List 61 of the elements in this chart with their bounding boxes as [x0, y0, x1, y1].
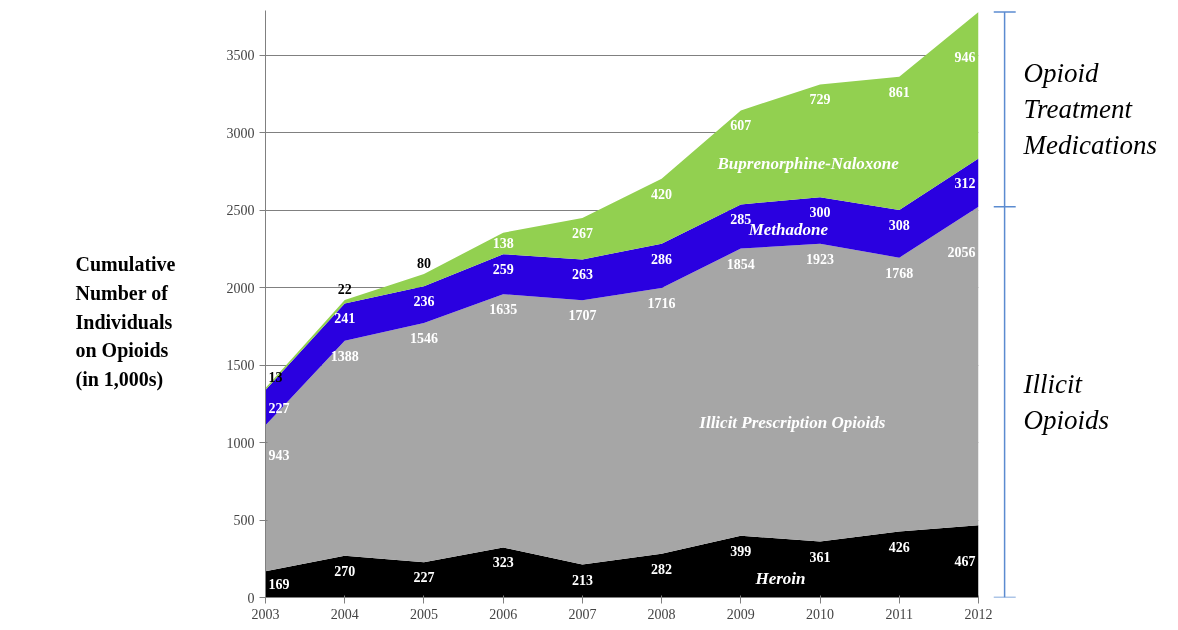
y-axis-title: Cumulative Number of Individuals on Opioids (in 1,000s) [75, 253, 176, 391]
data-label: 1768 [885, 265, 914, 281]
text: Opioid Treatment Medications [1022, 58, 1157, 161]
data-label: 861 [888, 84, 910, 100]
text: Illicit Opioids [1022, 369, 1110, 436]
y-tick-label: 500 [233, 513, 255, 529]
x-tick-label: 2004 [330, 606, 359, 622]
data-label: 213 [571, 572, 593, 588]
data-label: 1546 [409, 330, 438, 346]
x-tick-label: 2007 [568, 606, 597, 622]
data-label: 270 [334, 563, 356, 579]
series-label: Illicit Prescription Opioids [698, 412, 886, 432]
data-label: 426 [888, 539, 910, 555]
data-label: 2056 [947, 244, 976, 260]
data-label: 282 [651, 561, 673, 577]
data-label: 312 [954, 175, 976, 191]
data-label: 399 [730, 543, 752, 559]
data-label: 323 [492, 555, 514, 571]
data-label: 1707 [568, 308, 597, 324]
data-label: 308 [888, 217, 910, 233]
data-label: 1635 [489, 302, 518, 318]
y-tick-label: 3000 [226, 125, 255, 141]
x-tick-label: 2003 [251, 606, 280, 622]
series-label: Buprenorphine-Naloxone [716, 153, 900, 173]
x-tick-label: 2009 [726, 606, 755, 622]
x-tick-label: 2012 [964, 606, 993, 622]
data-label: 607 [730, 118, 752, 134]
data-label: 1854 [726, 256, 755, 272]
x-tick-label: 2010 [806, 606, 835, 622]
data-label: 729 [809, 92, 831, 108]
data-label: 420 [651, 186, 673, 202]
y-tick-label: 2000 [226, 280, 255, 296]
data-label: 263 [571, 267, 593, 283]
data-label: 1716 [647, 296, 676, 312]
y-tick-label: 1500 [226, 358, 255, 374]
y-tick-label: 3500 [226, 48, 255, 64]
data-label: 241 [334, 311, 356, 327]
x-tick-label: 2011 [885, 606, 914, 622]
y-tick-label: 1000 [226, 435, 255, 451]
y-tick-label: 2500 [226, 203, 255, 219]
data-label: 169 [268, 577, 290, 593]
data-label: 138 [492, 236, 514, 252]
x-tick-label: 2006 [489, 606, 518, 622]
data-label: 361 [809, 549, 831, 565]
data-label: 227 [413, 570, 435, 586]
series-label: Heroin [754, 569, 806, 589]
data-label: 946 [954, 49, 976, 65]
data-label: 300 [809, 205, 831, 221]
data-label: 1923 [806, 251, 835, 267]
y-tick-label: 0 [247, 590, 255, 606]
data-label: 259 [492, 262, 514, 278]
data-label: 286 [651, 251, 673, 267]
x-tick-label: 2005 [409, 606, 438, 622]
data-label: 80 [416, 255, 431, 271]
data-label: 22 [337, 281, 352, 297]
data-label: 236 [413, 294, 435, 310]
data-label: 943 [268, 448, 290, 464]
data-label: 1388 [330, 348, 359, 364]
x-tick-label: 2008 [647, 606, 676, 622]
data-label: 467 [954, 554, 976, 570]
data-label: 267 [571, 226, 593, 242]
